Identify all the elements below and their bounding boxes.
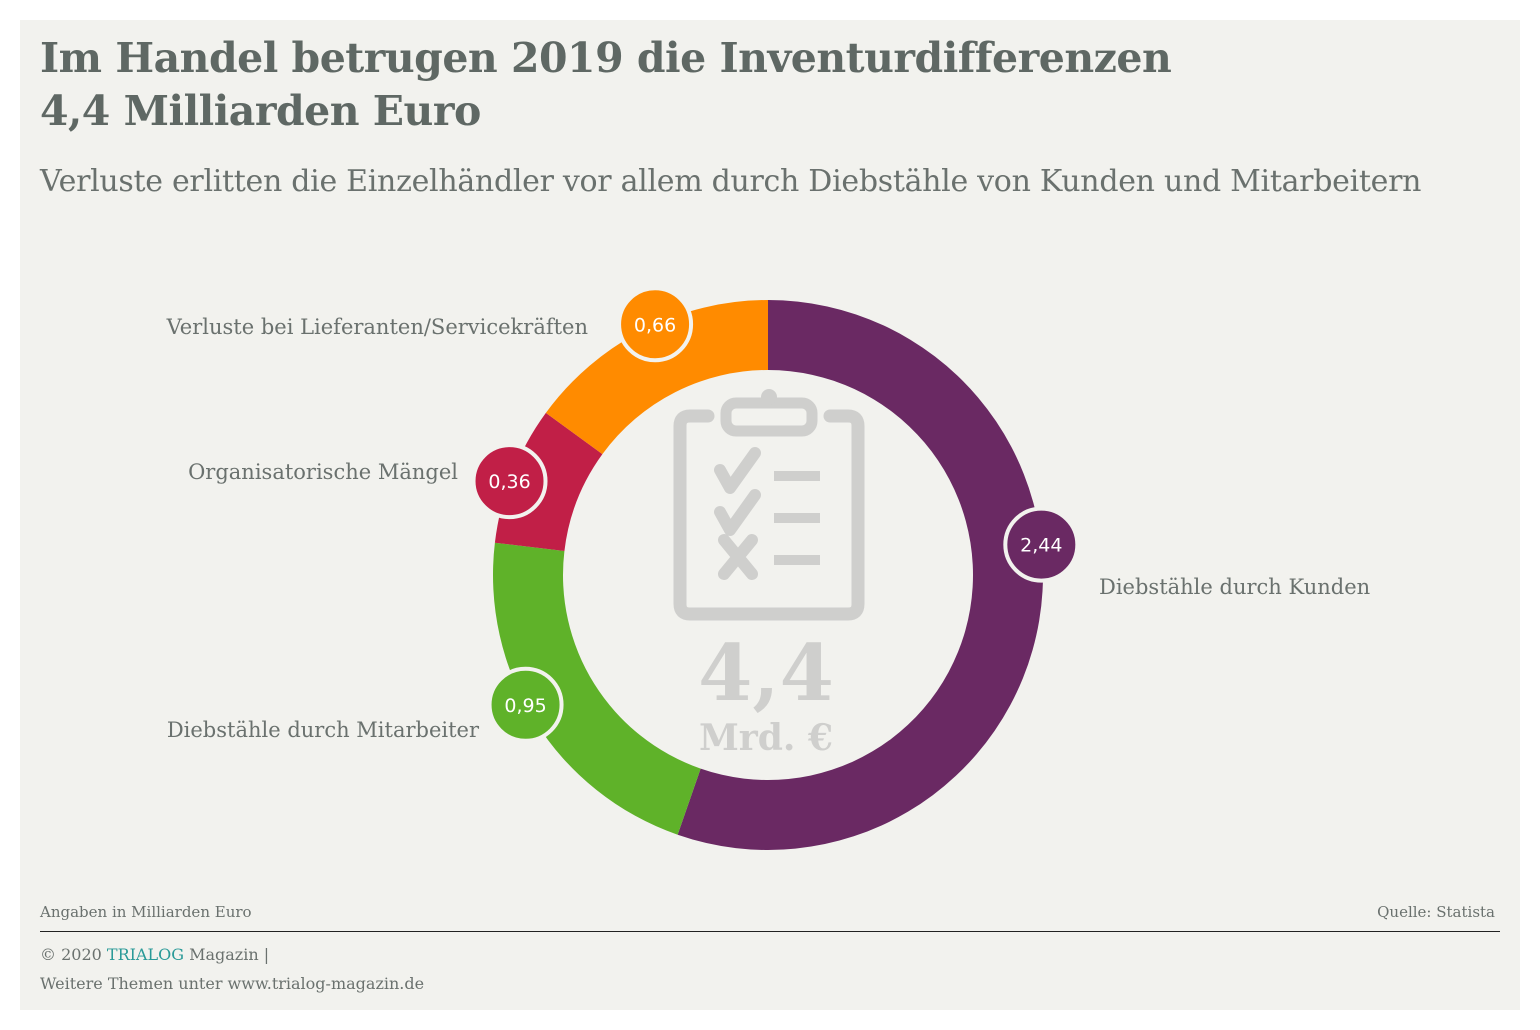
value-bubble [487,666,564,743]
copyright-prefix: © 2020 [40,945,107,964]
value-bubbles: 2,44 0,95 0,36 0,66 [471,286,1080,743]
clipboard-checklist-icon [673,389,865,621]
donut-slice [545,300,768,455]
slice-label-kunden: Diebstähle durch Kunden [1099,575,1371,599]
donut-slice [493,542,701,835]
source-note: Quelle: Statista [1377,903,1495,921]
chart-subtitle: Verluste erlitten die Einzelhändler vor … [40,164,1422,199]
copyright-suffix: Magazin | [184,945,270,964]
footer-divider [40,931,1500,932]
value-bubble [1003,506,1080,583]
brand-name[interactable]: TRIALOG [106,945,185,964]
slice-label-lieferanten: Verluste bei Lieferanten/Servicekräften [166,315,588,339]
slice-label-organisatorisch: Organisatorische Mängel [188,460,458,484]
unit-note: Angaben in Milliarden Euro [40,903,252,921]
data-label: 0,36 [488,471,530,493]
website-note[interactable]: Weitere Themen unter www.trialog-magazin… [40,974,425,993]
chart-title: Im Handel betrugen 2019 die Inventurdiff… [40,32,1172,138]
donut-slices [493,300,1043,850]
center-total-value: 4,4 [698,628,834,719]
data-label: 0,95 [504,695,546,717]
value-bubble [617,286,694,363]
title-line-1: Im Handel betrugen 2019 die Inventurdiff… [40,34,1172,82]
copyright: © 2020 TRIALOG Magazin | [40,945,269,964]
title-line-2: 4,4 Milliarden Euro [40,87,481,135]
value-bubble [471,443,548,520]
data-label: 2,44 [1020,535,1062,557]
center-total-unit: Mrd. € [699,717,833,759]
slice-label-mitarbeiter: Diebstähle durch Mitarbeiter [166,718,479,742]
data-label: 0,66 [634,314,676,336]
donut-slice [677,300,1043,850]
